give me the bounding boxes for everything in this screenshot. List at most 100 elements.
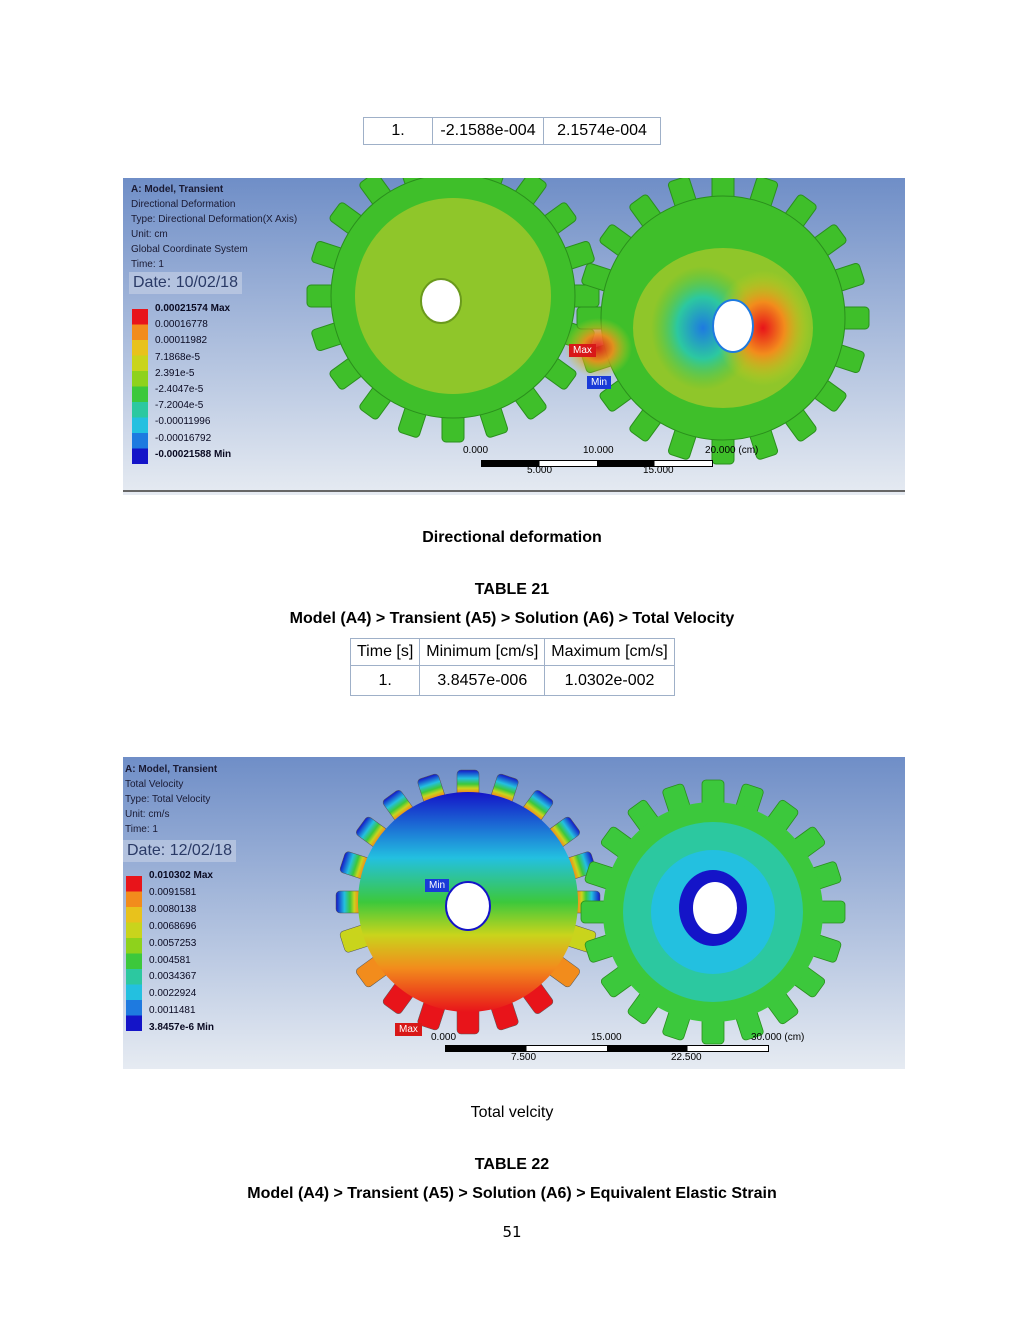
legend-swatch: [126, 938, 142, 954]
legend-label: 0.0080138: [149, 903, 197, 915]
fig2-header-line: Total Velocity: [125, 779, 184, 790]
legend-swatch: [132, 309, 148, 325]
legend-label: 0.00016778: [155, 319, 208, 331]
legend-label: 0.00011982: [155, 335, 208, 347]
right-gear: [576, 171, 870, 465]
legend-swatch: [132, 371, 148, 387]
legend-swatch: [126, 922, 142, 938]
table22-path: Model (A4) > Transient (A5) > Solution (…: [247, 1185, 777, 1202]
legend-label: 0.0091581: [149, 886, 197, 898]
legend-swatch: [126, 984, 142, 1000]
legend-label: -0.00011996: [155, 416, 211, 428]
legend-label: -7.2004e-5: [155, 400, 204, 412]
legend-swatch: [126, 953, 142, 969]
fig1-header-line: A: Model, Transient: [131, 184, 224, 195]
fig1-header-line: Global Coordinate System: [131, 244, 248, 255]
fig2-date: Date: 12/02/18: [123, 840, 236, 862]
figure-directional-deformation: A: Model, Transient Directional Deformat…: [123, 149, 905, 495]
scale-label: 0.000: [463, 445, 489, 456]
fig2-header-line: Type: Total Velocity: [125, 794, 211, 805]
scale-label: 20.000 (cm): [705, 445, 759, 456]
legend-label: 7.1868e-5: [155, 351, 201, 363]
page-number: 51: [502, 1223, 522, 1241]
legend-swatch: [132, 324, 148, 340]
min-tag: Min: [587, 376, 612, 389]
max-tag: Max: [395, 1023, 422, 1036]
left-gear: [306, 149, 600, 443]
scale-label: 10.000: [583, 445, 614, 456]
fig1-scale-bar: [481, 460, 713, 467]
fig1-header-line: Time: 1: [131, 259, 164, 270]
table21: Time [s] Minimum [cm/s] Maximum [cm/s] 1…: [349, 638, 675, 696]
caption-directional-deformation: Directional deformation: [422, 529, 602, 546]
table-cell: 3.8457e-006: [419, 665, 546, 696]
legend-swatch: [126, 1000, 142, 1016]
table-header-row: Time [s] Minimum [cm/s] Maximum [cm/s]: [349, 638, 675, 666]
legend-swatch: [126, 907, 142, 923]
column-header: Time [s]: [349, 638, 421, 666]
legend-swatch: [132, 402, 148, 418]
legend-swatch: [126, 891, 142, 907]
table21-path: Model (A4) > Transient (A5) > Solution (…: [289, 610, 735, 627]
fig1-canvas: [123, 149, 905, 495]
legend-label: 0.010302 Max: [149, 870, 213, 881]
fig1-date: Date: 10/02/18: [129, 272, 242, 294]
table-cell: 1.: [349, 665, 421, 696]
fig1-header: A: Model, Transient Directional Deformat…: [131, 182, 297, 272]
table21-title: TABLE 21: [474, 581, 550, 598]
scale-label: 22.500: [671, 1052, 702, 1063]
left-gear: [335, 769, 601, 1035]
legend-swatch: [132, 355, 148, 371]
fig2-legend: 0.010302 Max 0.0091581 0.0080138 0.00686…: [149, 868, 214, 1037]
legend-label: 0.004581: [149, 954, 191, 966]
table-row: 1. 3.8457e-006 1.0302e-002: [349, 665, 675, 696]
scale-label: 7.500: [511, 1052, 537, 1063]
legend-label: 0.0011481: [149, 1005, 196, 1017]
column-header: Maximum [cm/s]: [544, 638, 675, 666]
fig1-header-line: Directional Deformation: [131, 199, 236, 210]
table22-title: TABLE 22: [474, 1156, 550, 1173]
figure-total-velocity: A: Model, Transient Total Velocity Type:…: [123, 757, 905, 1069]
legend-label: 0.0034367: [149, 971, 197, 983]
legend-label: 3.8457e-6 Min: [149, 1022, 215, 1034]
scale-label: 30.000 (cm): [751, 1032, 805, 1043]
table-cell: 2.1574e-004: [543, 117, 661, 145]
legend-swatch: [132, 340, 148, 356]
legend-swatch: [132, 433, 148, 449]
scale-label: 0.000: [431, 1032, 457, 1043]
legend-label: 0.0057253: [149, 937, 197, 949]
scale-label: 15.000: [643, 465, 674, 476]
fig2-header-line: Unit: cm/s: [125, 809, 170, 820]
right-gear: [580, 779, 846, 1045]
legend-label: 0.0068696: [149, 920, 197, 932]
scale-label: 15.000: [591, 1032, 622, 1043]
min-tag: Min: [425, 879, 450, 892]
top-table: 1. -2.1588e-004 2.1574e-004: [363, 117, 661, 145]
table-cell: 1.: [363, 117, 433, 145]
caption-total-velocity: Total velcity: [470, 1104, 554, 1121]
scale-label: 5.000: [527, 465, 553, 476]
legend-label: -0.00016792: [155, 432, 212, 444]
legend-swatch: [126, 1015, 142, 1031]
fig2-scale-bar: [445, 1045, 769, 1052]
legend-swatch: [126, 969, 142, 985]
column-header: Minimum [cm/s]: [419, 638, 546, 666]
fig2-header-line: Time: 1: [125, 824, 158, 835]
fig1-header-line: Type: Directional Deformation(X Axis): [131, 214, 298, 225]
table-cell: -2.1588e-004: [432, 117, 544, 145]
legend-label: -0.00021588 Min: [155, 448, 232, 460]
max-tag: Max: [569, 344, 596, 357]
table-cell: 1.0302e-002: [544, 665, 675, 696]
legend-swatch: [132, 448, 148, 464]
fig2-canvas: [123, 757, 905, 1069]
legend-swatch: [132, 386, 148, 402]
legend-label: 0.0022924: [149, 988, 197, 1000]
fig1-legend: 0.00021574 Max 0.00016778 0.00011982 7.1…: [155, 301, 231, 463]
fig2-header-line: A: Model, Transient: [125, 764, 218, 775]
fig2-header: A: Model, Transient Total Velocity Type:…: [125, 762, 217, 837]
legend-label: 0.00021574 Max: [155, 303, 231, 314]
legend-swatch: [132, 417, 148, 433]
legend-label: 2.391e-5: [155, 367, 195, 379]
table-row: 1. -2.1588e-004 2.1574e-004: [363, 117, 661, 145]
legend-swatch: [126, 876, 142, 892]
